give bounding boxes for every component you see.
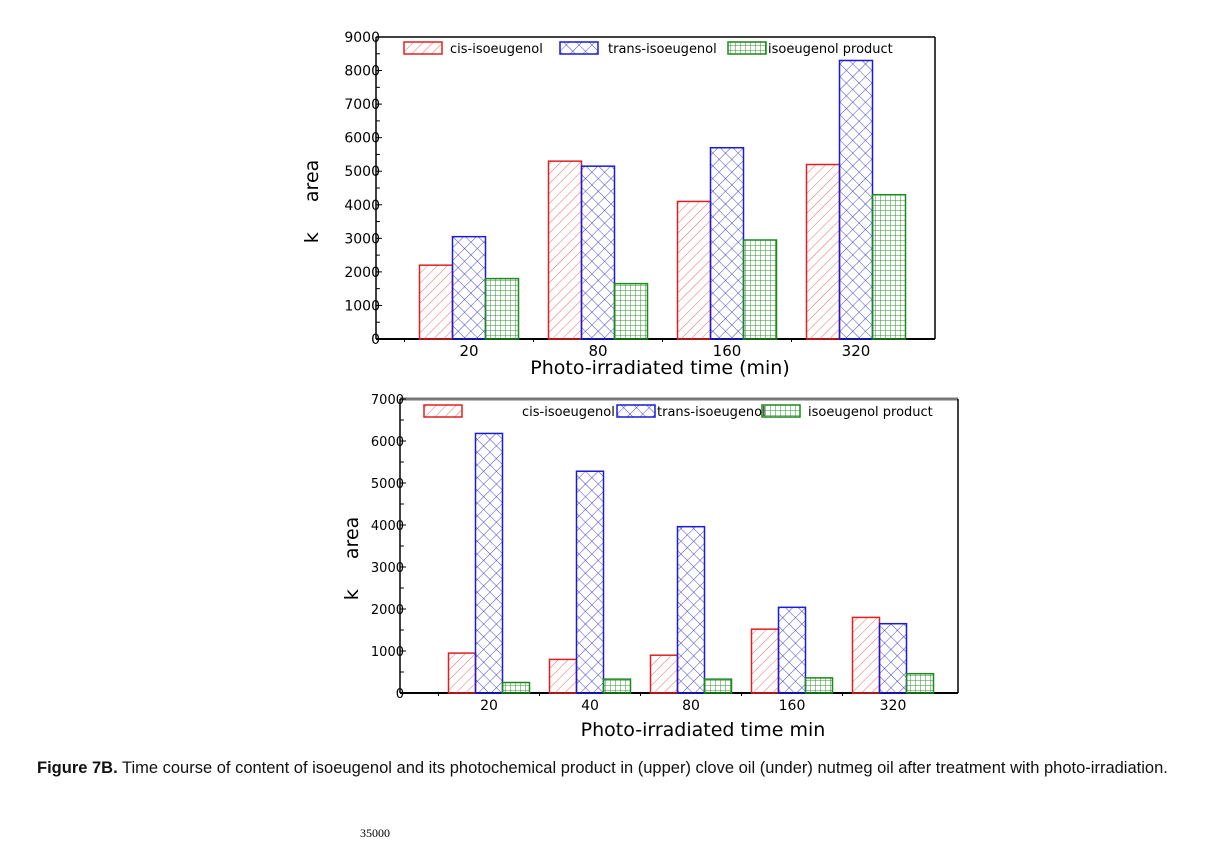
bar-trans-80 <box>676 525 706 694</box>
y-tick-label: 3000 <box>344 231 380 247</box>
x-tick-label: 20 <box>480 698 498 714</box>
bar-trans-160 <box>709 146 745 340</box>
y-tick-label: 5000 <box>371 477 404 492</box>
bar-product-20 <box>501 681 531 694</box>
y-tick-label: 0 <box>371 332 380 348</box>
bar-cis-320 <box>805 163 841 340</box>
x-tick-label: 40 <box>581 698 599 714</box>
legend-label-cis: cis-isoeugenol <box>450 42 543 57</box>
legend-swatch-trans <box>559 41 599 55</box>
legend-swatch-product <box>727 41 767 55</box>
legend-label-trans: trans-isoeugenol <box>608 42 717 57</box>
legend-label-product: isoeugenol product <box>768 42 893 57</box>
bar-product-80 <box>703 678 733 694</box>
x-tick-label: 80 <box>682 698 700 714</box>
bar-product-20 <box>484 277 520 340</box>
y-tick-label: 6000 <box>371 435 404 450</box>
bar-product-40 <box>602 678 632 694</box>
bar-cis-20 <box>418 264 454 340</box>
y-tick-label: 4000 <box>344 198 380 214</box>
legend-swatch-product <box>761 404 801 418</box>
bar-product-320 <box>871 193 907 340</box>
y-tick-label: 6000 <box>344 131 380 147</box>
bar-cis-160 <box>676 200 712 340</box>
bar-trans-20 <box>474 432 504 694</box>
x-tick-label: 320 <box>842 342 871 360</box>
y-tick-label: 4000 <box>371 519 404 534</box>
x-tick-label: 160 <box>713 342 742 360</box>
bar-product-80 <box>613 282 649 340</box>
legend-swatch-trans <box>616 404 656 418</box>
bar-trans-20 <box>451 235 487 340</box>
y-axis-label: k area <box>301 160 323 244</box>
y-tick-label: 3000 <box>371 561 404 576</box>
bar-trans-320 <box>878 622 908 694</box>
x-tick-label: 320 <box>880 698 907 714</box>
y-tick-label: 5000 <box>344 164 380 180</box>
caption-label: Figure 7B. <box>37 759 118 777</box>
x-axis-label: Photo-irradiated time (min) <box>530 357 789 379</box>
bar-product-160 <box>742 239 778 340</box>
legend-swatch-cis <box>423 404 463 418</box>
y-tick-label: 1000 <box>371 645 404 660</box>
y-tick-label: 7000 <box>371 393 404 408</box>
legend-label-trans: trans-isoeugenol <box>657 405 766 420</box>
y-tick-label: 9000 <box>344 30 380 46</box>
y-tick-label: 2000 <box>344 265 380 281</box>
bar-cis-20 <box>447 652 477 694</box>
legend-label-cis: cis-isoeugenol <box>522 405 615 420</box>
x-tick-label: 80 <box>588 342 607 360</box>
bar-cis-80 <box>547 160 583 340</box>
bar-trans-160 <box>777 606 807 694</box>
y-tick-label: 2000 <box>371 603 404 618</box>
upper-chart-clove-oil: 0 1000 2000 3000 4000 5000 6000 7000 8000 9000 20 8… <box>301 30 936 379</box>
x-tick-label: 20 <box>459 342 478 360</box>
bar-trans-80 <box>580 165 616 340</box>
x-tick-label: 160 <box>779 698 806 714</box>
y-tick-label: 1000 <box>344 298 380 314</box>
y-tick-label: 8000 <box>344 64 380 80</box>
y-axis-label: k area <box>341 517 363 601</box>
bar-cis-80 <box>649 654 679 694</box>
bar-trans-40 <box>575 470 605 694</box>
y-tick-label: 7000 <box>344 97 380 113</box>
lower-chart-nutmeg-oil: 0 1000 2000 3000 4000 5000 6000 7000 20 40 80 160 32… <box>341 393 959 741</box>
bar-trans-320 <box>838 59 874 340</box>
x-axis-label: Photo-irradiated time min <box>581 719 826 741</box>
bar-product-320 <box>905 672 935 694</box>
figure-caption: Figure 7B. Time course of content of iso… <box>37 757 1216 779</box>
caption-text: Time course of content of isoeugenol and… <box>117 759 1168 777</box>
bar-product-160 <box>804 677 834 694</box>
bar-cis-160 <box>750 628 780 694</box>
bar-cis-40 <box>548 658 578 694</box>
legend-swatch-cis <box>403 41 443 55</box>
legend-label-product: isoeugenol product <box>808 405 933 420</box>
bar-cis-320 <box>851 616 881 694</box>
y-tick-label: 0 <box>396 687 404 702</box>
stray-axis-label: 35000 <box>360 826 390 840</box>
